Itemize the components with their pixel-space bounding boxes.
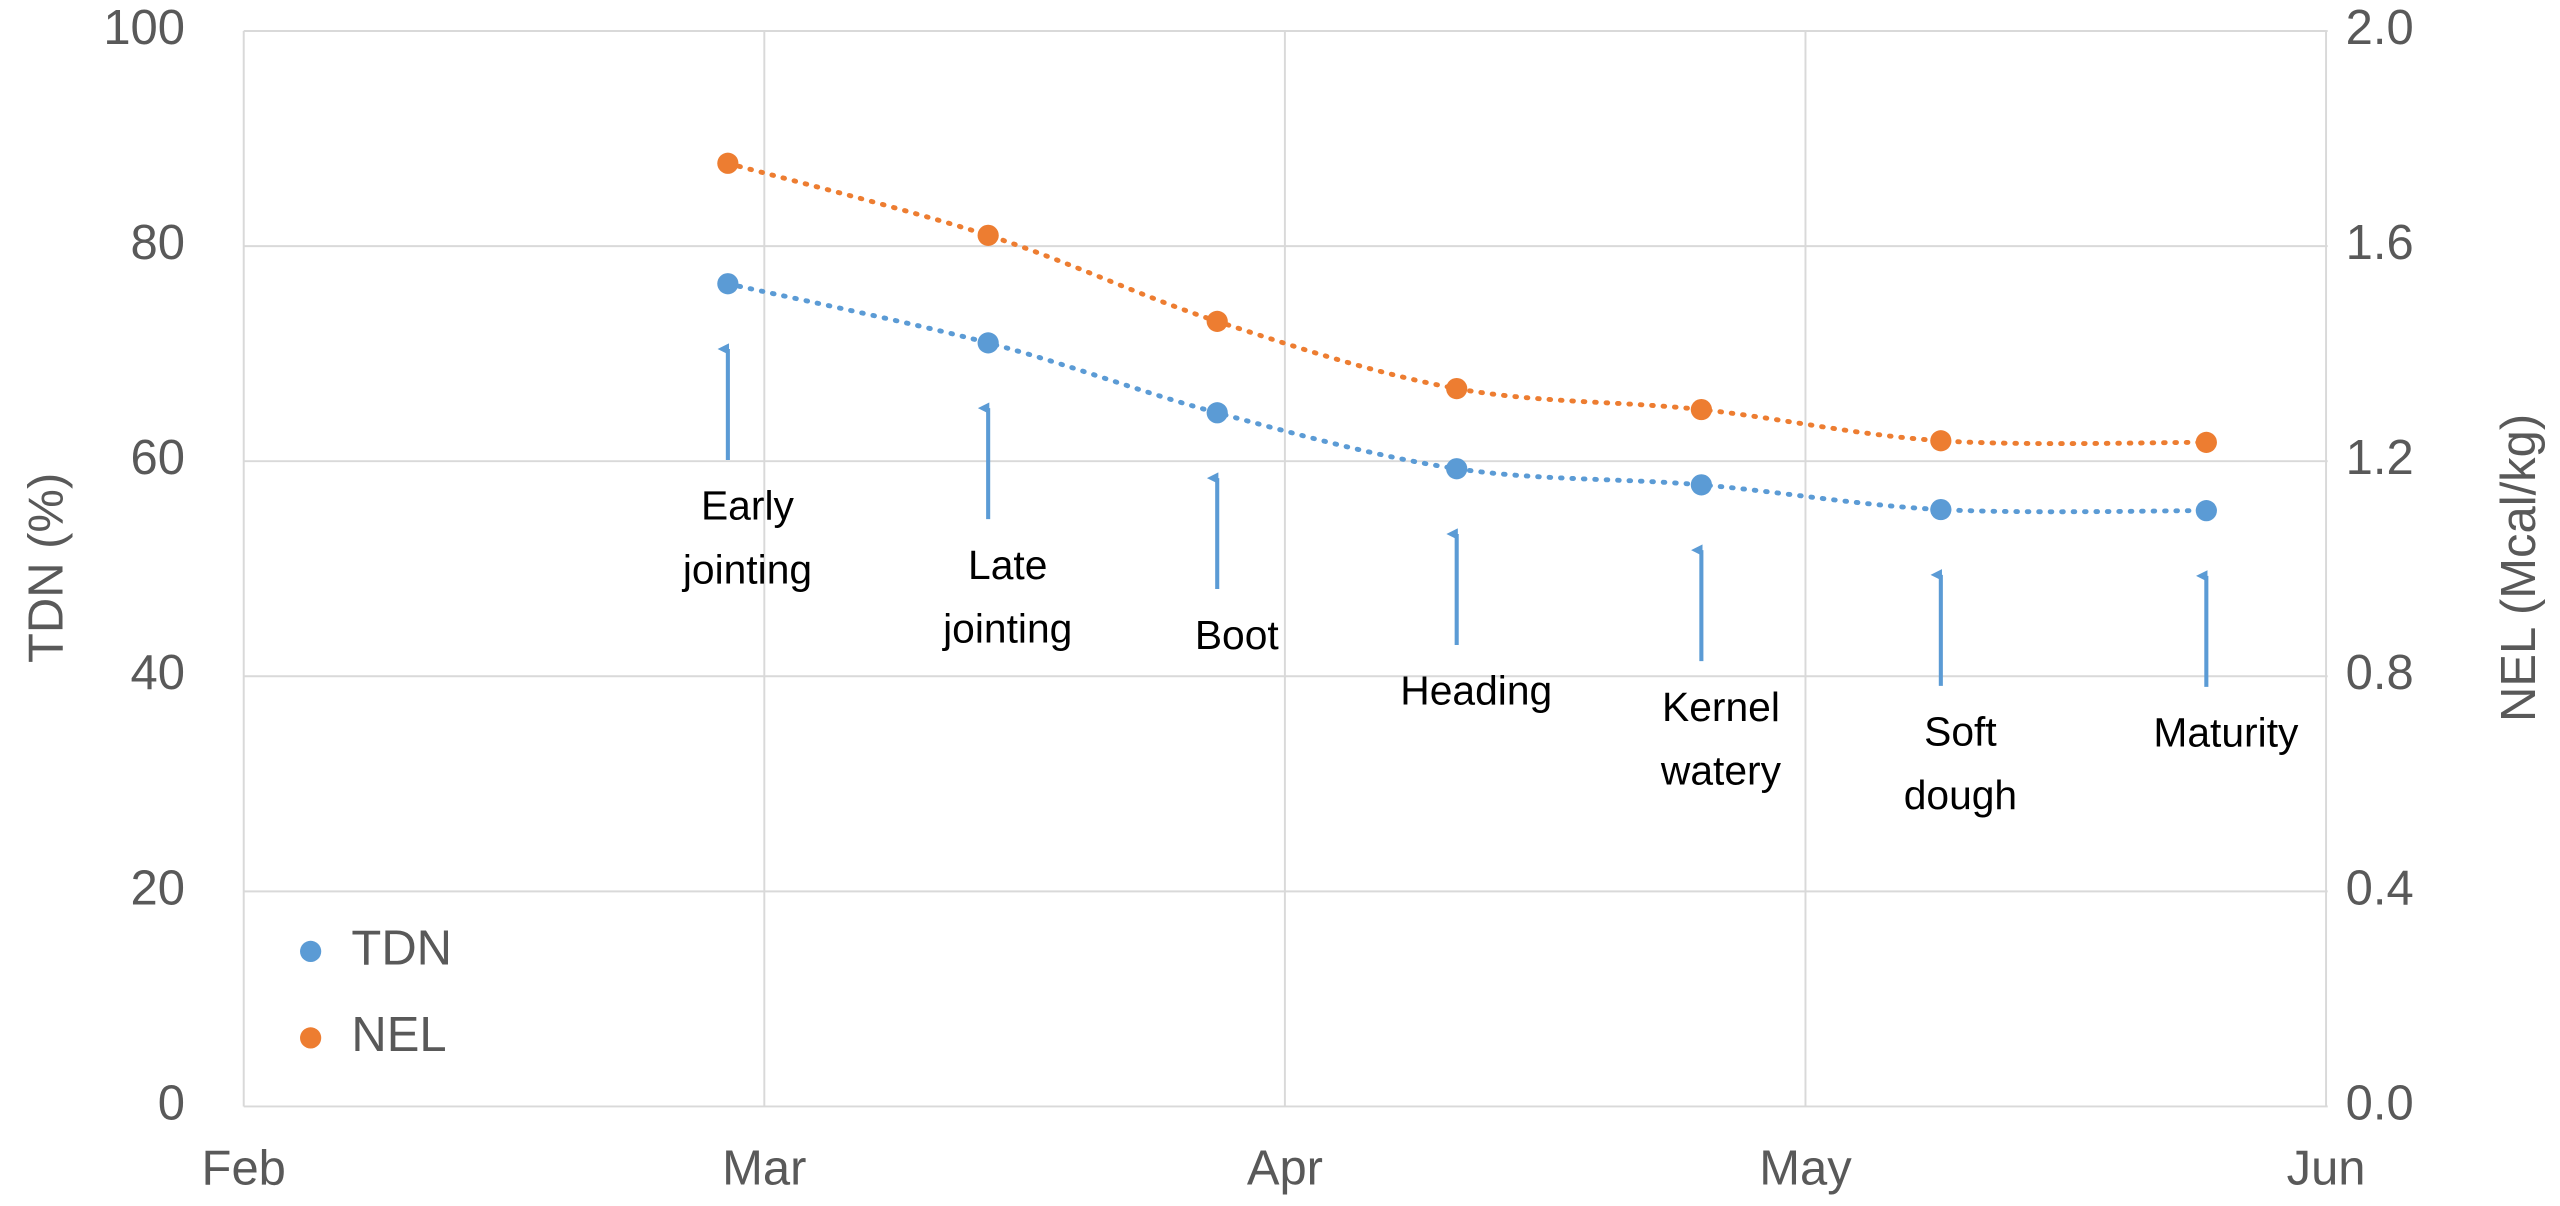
- y-tick-label: 0: [158, 1076, 185, 1130]
- legend-marker: [300, 1027, 322, 1049]
- y2-tick-label: 1.6: [2346, 216, 2414, 270]
- data-point: [717, 152, 739, 174]
- y2-tick-label: 0.8: [2346, 646, 2414, 700]
- data-point: [1446, 458, 1468, 480]
- y-tick-label: 80: [131, 216, 185, 270]
- data-point: [1206, 402, 1228, 424]
- data-point: [1690, 398, 1712, 421]
- x-tick-label: Apr: [1247, 1142, 1323, 1196]
- data-point: [977, 332, 999, 354]
- data-point: [977, 224, 999, 246]
- annotation: dough: [1904, 772, 2017, 818]
- x-tick-label: Mar: [722, 1142, 806, 1196]
- annotation: Late: [968, 542, 1047, 588]
- y2-tick-label: 2.0: [2346, 1, 2414, 55]
- y-axis-title: TDN (%): [19, 473, 73, 663]
- x-tick-label: Jun: [2287, 1142, 2366, 1196]
- y-tick-label: 20: [131, 861, 185, 915]
- y2-tick-label: 0.4: [2346, 861, 2414, 915]
- data-point: [2195, 500, 2217, 522]
- data-point: [717, 273, 739, 295]
- annotation: Boot: [1195, 612, 1280, 658]
- legend-marker: [300, 940, 322, 963]
- y-tick-label: 60: [131, 431, 185, 485]
- trendline: [725, 160, 2209, 447]
- data-point: [2195, 431, 2217, 453]
- x-tick-label: Feb: [202, 1142, 286, 1196]
- y-tick-label: 40: [131, 646, 185, 700]
- data-point: [1446, 377, 1468, 400]
- x-tick-label: May: [1759, 1142, 1852, 1196]
- y-tick-label: 100: [103, 1, 185, 55]
- annotation: Heading: [1400, 668, 1552, 714]
- y2-axis-title: NEL (Mcal/kg): [2492, 414, 2546, 722]
- data-point: [1206, 310, 1228, 332]
- annotation: Kernel: [1662, 684, 1780, 730]
- annotation: Early: [701, 483, 795, 529]
- annotation: jointing: [942, 606, 1072, 652]
- legend-label: NEL: [351, 1008, 446, 1062]
- annotation: Soft: [1924, 709, 1997, 755]
- annotation: Maturity: [2153, 710, 2299, 756]
- data-point: [1930, 498, 1952, 521]
- y2-tick-label: 0.0: [2346, 1076, 2414, 1130]
- annotation: watery: [1660, 747, 1782, 793]
- data-point: [1930, 430, 1952, 452]
- y2-tick-label: 1.2: [2346, 431, 2414, 485]
- trendline: [725, 281, 2209, 515]
- data-point: [1690, 474, 1712, 496]
- annotation: jointing: [682, 546, 812, 592]
- legend-label: TDN: [351, 921, 452, 975]
